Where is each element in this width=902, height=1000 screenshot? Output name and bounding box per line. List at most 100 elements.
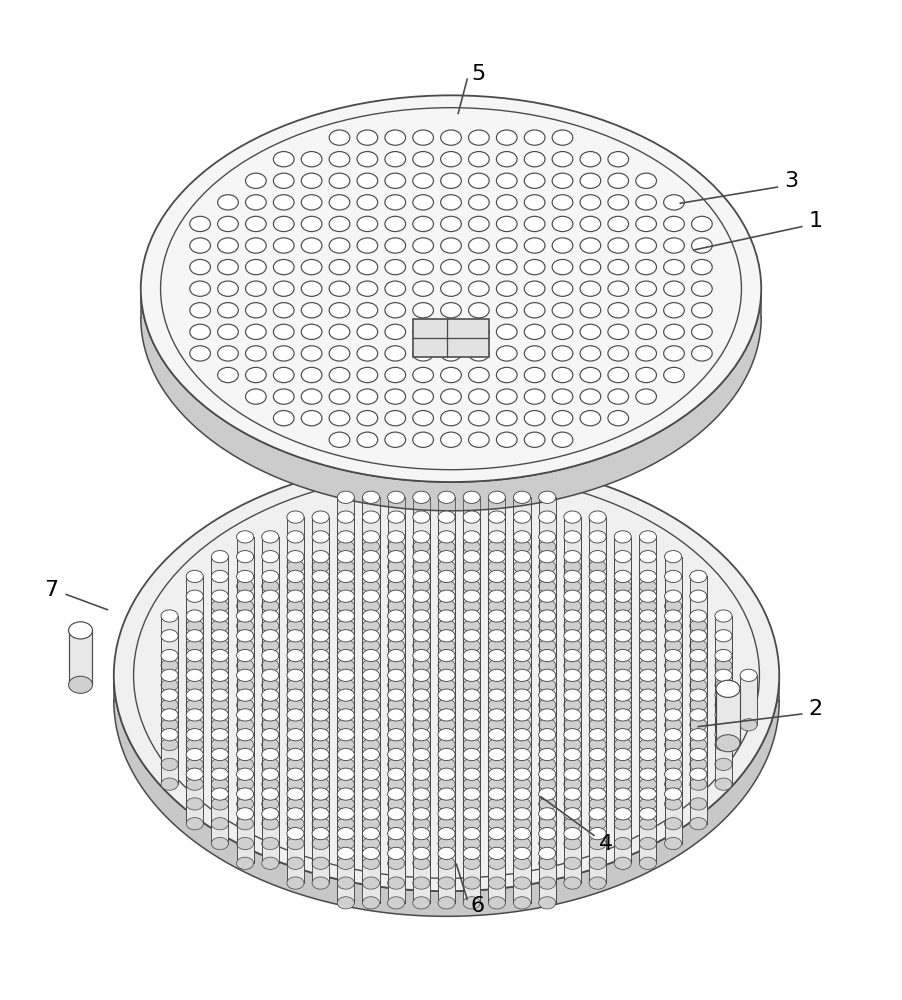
Ellipse shape [463,699,480,711]
Ellipse shape [488,570,505,583]
Ellipse shape [589,669,606,681]
Ellipse shape [413,679,430,691]
Ellipse shape [363,491,380,503]
Ellipse shape [715,610,732,622]
Ellipse shape [589,620,606,632]
Ellipse shape [715,738,732,751]
Ellipse shape [337,837,354,850]
Ellipse shape [488,768,505,780]
Polygon shape [312,715,329,764]
Polygon shape [665,754,682,804]
Ellipse shape [614,580,631,592]
Ellipse shape [357,238,378,253]
Ellipse shape [496,195,517,210]
Polygon shape [186,675,203,725]
Ellipse shape [438,531,455,543]
Ellipse shape [329,432,350,447]
Ellipse shape [589,738,606,751]
Ellipse shape [640,669,657,681]
Ellipse shape [438,857,455,869]
Ellipse shape [441,216,461,232]
Ellipse shape [513,689,530,701]
Polygon shape [463,636,480,685]
Ellipse shape [564,778,581,790]
Ellipse shape [413,620,430,632]
Polygon shape [589,754,606,804]
Ellipse shape [640,729,657,741]
Polygon shape [513,675,530,725]
Ellipse shape [538,877,556,889]
Ellipse shape [496,432,517,447]
Ellipse shape [715,758,732,770]
Ellipse shape [665,758,682,770]
Ellipse shape [552,346,573,361]
Ellipse shape [357,346,378,361]
Ellipse shape [589,630,606,642]
Ellipse shape [538,620,556,632]
Polygon shape [538,596,556,646]
Polygon shape [363,616,380,665]
Ellipse shape [301,281,322,296]
Ellipse shape [538,560,556,573]
Ellipse shape [273,216,294,232]
Polygon shape [538,656,556,705]
Ellipse shape [614,837,631,850]
Ellipse shape [640,778,657,790]
Polygon shape [161,616,178,665]
Ellipse shape [363,580,380,592]
Ellipse shape [513,729,530,741]
Ellipse shape [463,679,480,691]
Ellipse shape [589,689,606,701]
Ellipse shape [463,659,480,672]
Ellipse shape [496,324,517,339]
Ellipse shape [690,768,707,780]
Ellipse shape [337,600,354,612]
Polygon shape [287,537,304,586]
Polygon shape [640,814,657,863]
Ellipse shape [552,259,573,275]
Ellipse shape [441,130,461,145]
Ellipse shape [438,778,455,790]
Ellipse shape [337,511,354,523]
Ellipse shape [337,778,354,790]
Ellipse shape [363,897,380,909]
Ellipse shape [640,689,657,701]
Polygon shape [463,576,480,626]
Ellipse shape [463,551,480,563]
Ellipse shape [312,699,329,711]
Ellipse shape [388,551,405,563]
Ellipse shape [468,130,489,145]
Ellipse shape [186,640,203,652]
Ellipse shape [640,640,657,652]
Ellipse shape [329,173,350,188]
Polygon shape [312,814,329,863]
Polygon shape [640,576,657,626]
Ellipse shape [538,748,556,761]
Polygon shape [388,675,405,725]
Polygon shape [211,754,228,804]
Ellipse shape [287,551,304,563]
Text: 1: 1 [808,211,823,231]
Ellipse shape [564,709,581,721]
Ellipse shape [513,778,530,790]
Polygon shape [589,814,606,863]
Ellipse shape [463,847,480,860]
Ellipse shape [186,679,203,691]
Ellipse shape [690,679,707,691]
Ellipse shape [608,324,629,339]
Ellipse shape [614,719,631,731]
Ellipse shape [463,630,480,642]
Ellipse shape [614,798,631,810]
Ellipse shape [640,580,657,592]
Ellipse shape [388,689,405,701]
Ellipse shape [236,600,253,612]
Ellipse shape [513,551,530,563]
Ellipse shape [363,729,380,741]
Ellipse shape [413,818,430,830]
Ellipse shape [413,195,434,210]
Ellipse shape [363,837,380,850]
Polygon shape [363,576,380,626]
Ellipse shape [337,570,354,583]
Ellipse shape [301,324,322,339]
Ellipse shape [665,719,682,731]
